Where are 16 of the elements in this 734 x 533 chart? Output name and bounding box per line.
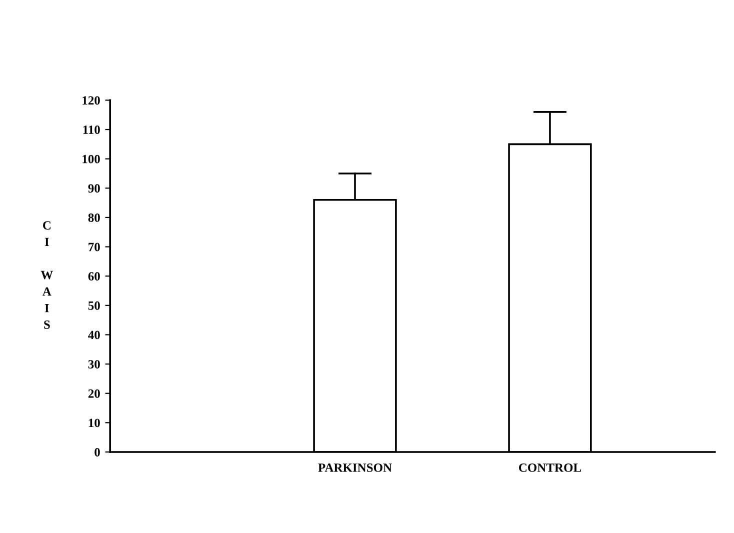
y-tick-label: 80 bbox=[88, 213, 100, 222]
y-tick-label: 100 bbox=[82, 154, 100, 164]
y-tick-label: 40 bbox=[88, 330, 100, 340]
y-tick-label: 30 bbox=[88, 360, 100, 368]
x-tick-label: PARKINSON bbox=[318, 463, 392, 472]
text: CI WAIS bbox=[40, 221, 53, 329]
y-tick-label: 50 bbox=[88, 301, 100, 310]
y-tick-label: 20 bbox=[88, 389, 100, 398]
x-tick-label: CONTROL bbox=[518, 463, 582, 472]
y-tick-label: 90 bbox=[88, 184, 100, 193]
y-tick-label: 110 bbox=[83, 126, 100, 134]
y-tick-label: 60 bbox=[88, 272, 100, 281]
y-tick-label: 70 bbox=[88, 242, 100, 252]
y-tick-label: 0 bbox=[94, 448, 100, 456]
y-tick-label: 120 bbox=[82, 96, 100, 105]
y-tick-label: 10 bbox=[88, 418, 100, 428]
